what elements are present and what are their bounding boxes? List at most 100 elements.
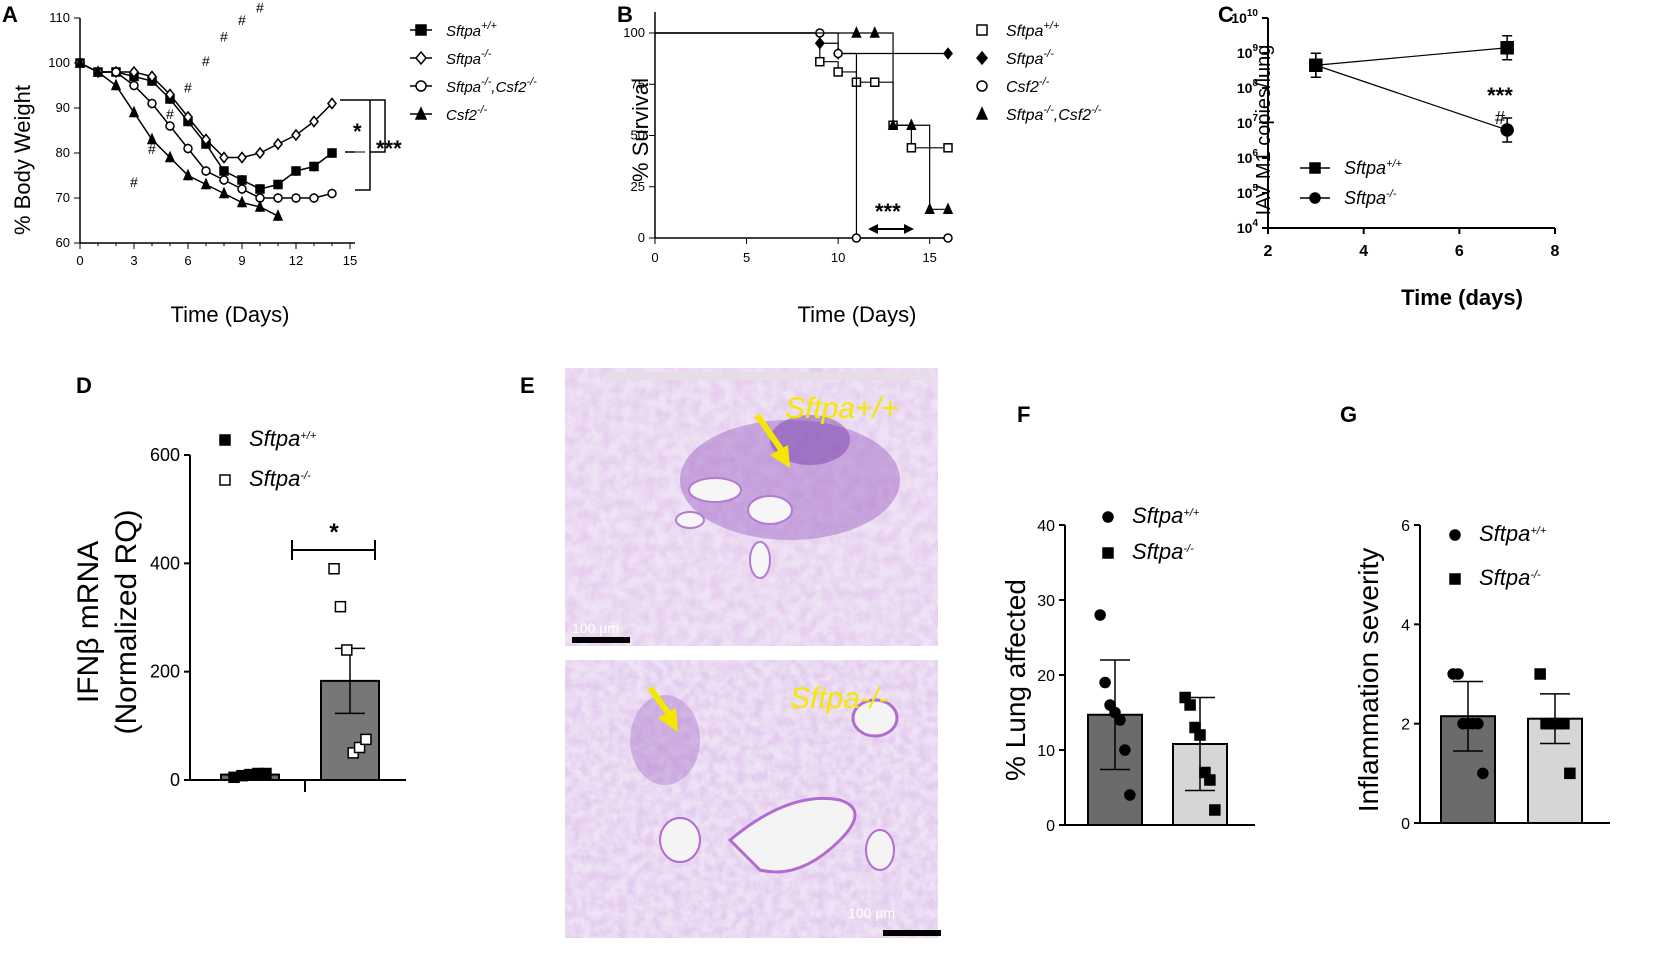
series-Sftpa-/- bbox=[75, 56, 337, 164]
panel-a-ylabel: % Body Weight bbox=[10, 85, 35, 235]
y-tick-label: 0 bbox=[1401, 816, 1410, 833]
tick-exponent: 6 bbox=[1252, 148, 1258, 159]
panel-letter-d: D bbox=[76, 373, 92, 398]
y-tick-label: 0 bbox=[638, 230, 645, 245]
panel-letter-c: C bbox=[1218, 2, 1234, 27]
hash-marker: # bbox=[238, 12, 246, 28]
data-point bbox=[218, 186, 230, 199]
sig-triple: *** bbox=[376, 136, 402, 161]
data-point bbox=[164, 150, 176, 163]
panel-a: A % Body Weight Time (Days) 0 3 6 9 12 15 60 70… bbox=[2, 0, 537, 327]
tick-base: 10 bbox=[1237, 185, 1253, 201]
legend-entry-label: Sftpa-/-​ bbox=[1479, 565, 1541, 590]
x-tick-label: 15 bbox=[343, 253, 357, 268]
series-Sftpa+/+ bbox=[1309, 35, 1514, 78]
legend-entry-label: Sftpa-/-​ bbox=[446, 48, 492, 68]
legend-entry-label: Sftpa+/+​ bbox=[446, 20, 498, 40]
y-tick-label: 10 bbox=[1037, 743, 1055, 760]
legend-text-part: Sftpa bbox=[1344, 158, 1386, 178]
legend-entry-label: Sftpa+/+​ bbox=[1344, 158, 1403, 178]
panel-c-annotations: ***# bbox=[1487, 83, 1513, 128]
tick-base: 10 bbox=[1237, 150, 1253, 166]
data-point bbox=[237, 175, 247, 185]
y-tick-label: 105 bbox=[1237, 183, 1259, 201]
legend-entry-label: Sftpa+/+​ bbox=[249, 426, 317, 451]
panel-g-legend: Sftpa+/+​ Sftpa-/-​ bbox=[1449, 521, 1547, 590]
series-Sftpa+/+ bbox=[655, 32, 953, 153]
legend-entry: Sftpa-/-​ bbox=[1300, 188, 1397, 208]
panel-c: C IAV M1 copies/lung Time (days) 2 4 6 8104… bbox=[1218, 2, 1560, 310]
panel-c-ylabel: IAV M1 copies/lung bbox=[1253, 45, 1275, 216]
x-tick-label: 0 bbox=[76, 253, 83, 268]
panel-letter-f: F bbox=[1017, 402, 1030, 427]
panel-d-ylabel-2: (Normalized RQ) bbox=[110, 509, 143, 734]
data-point bbox=[237, 184, 247, 194]
legend-text-part: Sftpa bbox=[446, 51, 481, 68]
histology-label-sftpa-wt: Sftpa+/+ bbox=[785, 392, 898, 425]
survival-step bbox=[655, 32, 948, 149]
legend-text-part: -/- bbox=[526, 76, 537, 88]
data-point bbox=[943, 233, 953, 243]
y-tick-label: 2 bbox=[1401, 717, 1410, 734]
hash-marker: # bbox=[148, 141, 156, 157]
data-point bbox=[146, 132, 158, 145]
y-tick-label: 104 bbox=[1237, 218, 1259, 236]
arrow-left-head bbox=[868, 224, 878, 234]
hash-marker: # bbox=[220, 28, 228, 44]
data-point bbox=[129, 65, 139, 79]
data-point bbox=[291, 193, 301, 203]
data-point bbox=[273, 179, 283, 190]
panel-g-ylabel: Inflammation severity bbox=[1353, 548, 1384, 813]
histology-label-sftpa-ko: Sftpa-/- bbox=[790, 682, 888, 715]
tick-base: 10 bbox=[1237, 80, 1253, 96]
legend-text-part: -/- bbox=[1530, 569, 1541, 581]
legend-text-part: Sftpa bbox=[249, 426, 300, 451]
y-tick-label: 108 bbox=[1237, 78, 1259, 96]
tick-exponent: 8 bbox=[1252, 78, 1258, 89]
legend-entry-marker bbox=[1449, 529, 1461, 541]
x-tick-label: 15 bbox=[922, 250, 936, 265]
data-point bbox=[183, 143, 193, 154]
data-point bbox=[943, 47, 953, 60]
data-point bbox=[1099, 676, 1111, 689]
x-tick-label: 8 bbox=[1551, 243, 1560, 260]
data-point bbox=[183, 110, 193, 124]
legend-text-part: ,Csf2 bbox=[491, 79, 527, 96]
data-point bbox=[341, 644, 353, 656]
legend-text-part: -/- bbox=[1386, 188, 1397, 200]
legend-text-part: Csf2 bbox=[1006, 79, 1039, 96]
legend-entry: Sftpa+/+​ bbox=[219, 426, 317, 451]
panel-a-series bbox=[74, 56, 337, 221]
data-point bbox=[272, 209, 284, 221]
panel-f-series bbox=[1087, 609, 1228, 826]
y-tick-label: 6 bbox=[1401, 518, 1410, 535]
legend-entry-label: Sftpa-/-​ bbox=[1344, 188, 1397, 208]
data-point bbox=[309, 161, 319, 172]
legend-text-part: Sftpa bbox=[249, 466, 300, 491]
legend-text-part: Sftpa bbox=[1479, 521, 1530, 546]
legend-text-part: -/- bbox=[481, 48, 492, 60]
data-point bbox=[1534, 668, 1546, 680]
legend-entry: Sftpa-/-​ bbox=[976, 48, 1054, 68]
x-tick-label: 12 bbox=[289, 253, 303, 268]
legend-entry: Sftpa-/-​ bbox=[1449, 565, 1541, 590]
legend-text-part: +/+ bbox=[1386, 158, 1402, 170]
series-Sftpa-/- bbox=[1309, 52, 1514, 143]
x-tick-label: 4 bbox=[1359, 243, 1368, 260]
data-point bbox=[237, 151, 247, 164]
panel-d: D IFNβ mRNA (Normalized RQ) 0 200 400 600 S… bbox=[72, 373, 406, 792]
x-tick-label: 6 bbox=[1455, 243, 1464, 260]
legend-entry-marker bbox=[415, 24, 427, 36]
data-point bbox=[328, 563, 340, 575]
panel-a-annotations: ########**** bbox=[130, 0, 402, 191]
legend-entry-marker bbox=[1102, 547, 1114, 559]
legend-text-part: -/- bbox=[300, 470, 311, 482]
legend-entry-label: Sftpa-/-​,Csf2-/-​ bbox=[1006, 104, 1102, 124]
hash-marker: # bbox=[184, 80, 192, 96]
data-point bbox=[851, 233, 862, 243]
y-tick-label: 20 bbox=[1037, 668, 1055, 685]
legend-entry-label: Csf2-/-​ bbox=[446, 104, 488, 124]
data-point bbox=[147, 98, 157, 109]
survival-step bbox=[655, 32, 948, 210]
legend-entry: Sftpa-/-​ bbox=[219, 466, 311, 491]
